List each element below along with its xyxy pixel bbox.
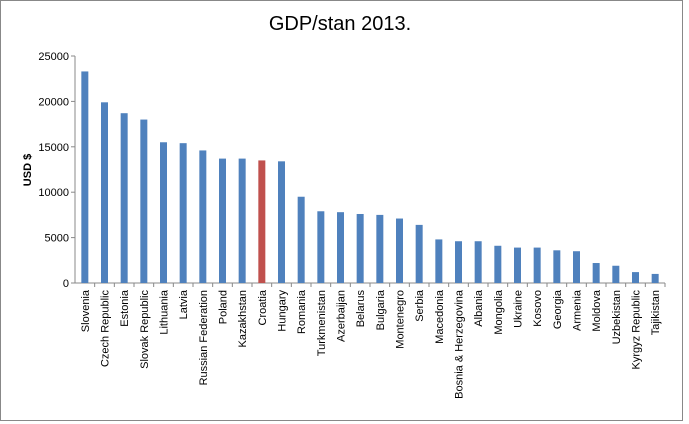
bar — [435, 239, 443, 283]
y-tick-label: 0 — [63, 278, 69, 290]
bar — [396, 218, 403, 283]
x-tick-label: Romania — [296, 289, 308, 334]
y-tick-label: 15000 — [38, 142, 69, 154]
x-tick-label: Uzbekistan — [611, 290, 623, 344]
x-tick-label: Hungary — [277, 290, 289, 332]
bar — [553, 250, 561, 283]
bar — [514, 247, 521, 283]
x-tick-label: Macedonia — [434, 289, 446, 344]
y-tick-label: 5000 — [45, 233, 69, 245]
bar — [179, 143, 187, 283]
y-tick-label: 25000 — [38, 51, 69, 63]
bar — [651, 273, 659, 283]
x-tick-label: Latvia — [178, 289, 190, 319]
bar — [199, 150, 207, 283]
x-tick-label: Montenegro — [395, 290, 407, 349]
bar — [337, 212, 344, 283]
x-tick-label: Kazakhstan — [237, 290, 249, 347]
x-tick-label: Albania — [473, 289, 485, 327]
bar — [415, 224, 423, 283]
x-tick-label: Armenia — [572, 289, 584, 331]
x-tick-label: Ukraine — [513, 290, 525, 328]
y-axis-label: USD $ — [22, 154, 34, 186]
x-tick-label: Georgia — [552, 289, 564, 329]
y-tick-label: 20000 — [38, 96, 69, 108]
bar — [140, 119, 148, 283]
y-tick-label: 10000 — [38, 187, 69, 199]
x-tick-label: Bulgaria — [375, 289, 387, 330]
bar — [592, 263, 600, 283]
x-tick-label: Moldova — [591, 289, 603, 331]
bar — [278, 161, 285, 283]
x-tick-label: Poland — [218, 290, 230, 324]
x-tick-label: Mongolia — [493, 289, 505, 335]
bar — [455, 241, 462, 283]
bar — [258, 160, 266, 283]
x-tick-label: Serbia — [414, 289, 426, 322]
bar — [238, 158, 246, 283]
bar — [297, 196, 305, 283]
bar — [317, 211, 325, 283]
x-tick-label: Slovenia — [80, 289, 92, 332]
bar — [120, 113, 128, 283]
x-tick-label: Slovak Republic — [139, 290, 151, 369]
x-tick-label: Czech Republic — [100, 290, 112, 368]
x-tick-label: Croatia — [257, 289, 269, 325]
x-tick-label: Tajikistan — [650, 290, 662, 335]
bar — [533, 247, 541, 283]
chart-title: GDP/stan 2013. — [269, 13, 411, 35]
x-tick-label: Azerbaijan — [336, 290, 348, 342]
x-tick-label: Estonia — [119, 289, 131, 327]
bar — [160, 142, 167, 283]
bar — [376, 214, 384, 283]
bar — [494, 245, 502, 283]
bar — [356, 213, 364, 283]
x-tick-label: Turkmenistan — [316, 290, 328, 356]
x-tick-label: Kyrgyz Republic — [631, 290, 643, 370]
x-tick-label: Lithuania — [159, 289, 171, 335]
bar — [81, 71, 89, 283]
bar — [474, 241, 482, 283]
x-tick-label: Russian Federation — [198, 290, 210, 385]
x-tick-label: Bosnia & Herzegovina — [454, 289, 466, 399]
x-tick-label: Kosovo — [532, 290, 544, 327]
bar — [101, 102, 108, 283]
bar — [219, 158, 226, 283]
bar — [573, 251, 580, 283]
x-tick-label: Belarus — [355, 290, 367, 328]
bar — [632, 272, 639, 283]
bar — [612, 265, 620, 283]
